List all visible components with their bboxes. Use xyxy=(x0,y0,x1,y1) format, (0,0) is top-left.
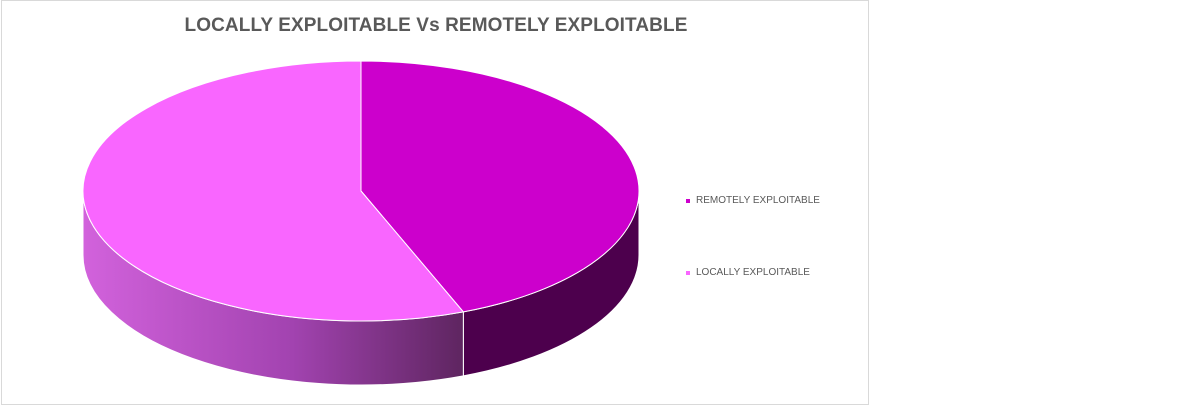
chart-frame: LOCALLY EXPLOITABLE Vs REMOTELY EXPLOITA… xyxy=(1,0,869,405)
legend-key-remotely-exploitable xyxy=(686,198,690,203)
pie-slice-remotely-exploitable xyxy=(360,60,640,313)
legend-key-locally-exploitable xyxy=(686,270,690,275)
legend-item-locally-exploitable: LOCALLY EXPLOITABLE xyxy=(686,267,810,278)
legend-label-locally-exploitable: LOCALLY EXPLOITABLE xyxy=(696,267,810,278)
chart-title: LOCALLY EXPLOITABLE Vs REMOTELY EXPLOITA… xyxy=(184,15,688,36)
pie-slice-locally-exploitable xyxy=(82,60,465,322)
pie-chart xyxy=(82,60,640,386)
legend-item-remotely-exploitable: REMOTELY EXPLOITABLE xyxy=(686,195,820,206)
legend-label-remotely-exploitable: REMOTELY EXPLOITABLE xyxy=(696,195,820,206)
